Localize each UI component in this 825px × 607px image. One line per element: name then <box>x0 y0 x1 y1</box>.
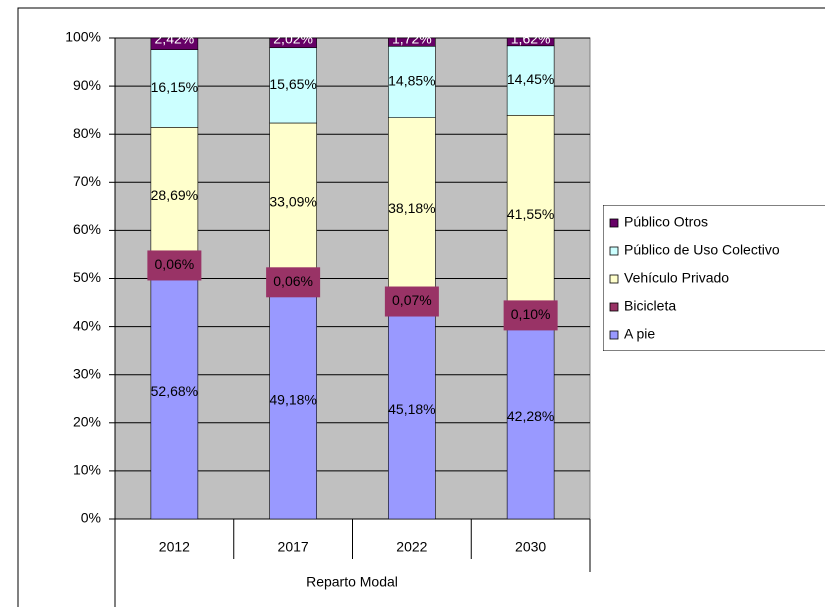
x-axis-label: Reparto Modal <box>306 574 398 590</box>
bar-segment <box>150 127 199 266</box>
data-label: 0,06% <box>273 273 313 289</box>
data-label: 42,28% <box>507 408 554 424</box>
data-label: 15,65% <box>269 76 316 92</box>
data-label: 0,07% <box>392 292 432 308</box>
y-tick-label: 60% <box>73 221 101 237</box>
bar-segment <box>506 315 555 520</box>
bar-segment <box>150 49 199 128</box>
legend-swatch <box>609 218 619 228</box>
label-background <box>503 300 558 331</box>
y-tick-label: 70% <box>73 173 101 189</box>
legend-label: A pie <box>624 326 655 342</box>
label-background <box>266 267 321 298</box>
data-label: 16,15% <box>151 79 198 95</box>
bar-segment <box>506 45 555 116</box>
bar-segment <box>388 117 436 302</box>
x-tick-label: 2012 <box>159 539 190 555</box>
data-label: 0,06% <box>155 256 195 272</box>
y-tick-label: 100% <box>65 29 101 45</box>
y-tick-label: 40% <box>73 317 101 333</box>
legend-label: Público de Uso Colectivo <box>624 242 780 258</box>
bar-segment <box>150 265 199 520</box>
legend-box <box>603 205 825 351</box>
data-label: 45,18% <box>388 401 435 417</box>
y-tick-label: 0% <box>81 510 101 526</box>
data-label: 38,18% <box>388 200 435 216</box>
y-tick-label: 80% <box>73 125 101 141</box>
data-label: 52,68% <box>151 383 198 399</box>
data-label: 14,85% <box>388 73 435 89</box>
bar-segment <box>388 37 436 47</box>
legend-swatch <box>609 246 619 256</box>
data-label: 0,10% <box>511 306 551 322</box>
legend-swatch <box>609 302 619 312</box>
legend-label: Público Otros <box>624 214 708 230</box>
legend-label: Bicicleta <box>624 298 676 314</box>
legend-swatch <box>609 330 619 340</box>
data-label: 33,09% <box>269 193 316 209</box>
data-label: 2,42% <box>155 31 195 47</box>
bar-segment <box>150 37 199 50</box>
data-label: 1,72% <box>392 31 432 47</box>
label-background <box>147 250 202 281</box>
legend-label: Vehículo Privado <box>624 270 729 286</box>
x-tick-label: 2017 <box>278 539 309 555</box>
y-tick-label: 10% <box>73 462 101 478</box>
y-tick-label: 20% <box>73 414 101 430</box>
bar-segment <box>269 37 317 49</box>
data-label: 14,45% <box>507 71 554 87</box>
y-tick-label: 30% <box>73 365 101 381</box>
bar-segment <box>506 37 555 47</box>
legend-swatch <box>609 274 619 284</box>
data-label: 2,02% <box>273 31 313 47</box>
data-label: 28,69% <box>151 187 198 203</box>
bar-segment <box>269 47 317 124</box>
x-tick-label: 2022 <box>396 539 427 555</box>
bar-segment <box>388 301 436 520</box>
bar-segment <box>388 45 436 119</box>
y-tick-label: 50% <box>73 269 101 285</box>
y-tick-label: 90% <box>73 77 101 93</box>
x-tick-label: 2030 <box>515 539 546 555</box>
data-label: 49,18% <box>269 391 316 407</box>
data-label: 41,55% <box>507 206 554 222</box>
label-background <box>384 286 439 317</box>
bar-segment <box>269 122 317 283</box>
data-label: 1,62% <box>511 31 551 47</box>
